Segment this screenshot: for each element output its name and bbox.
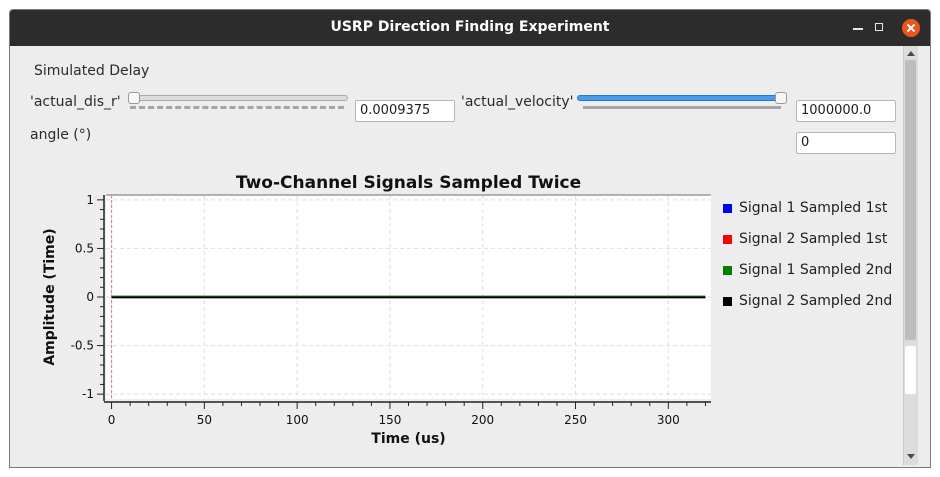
velocity-label: 'actual_velocity' <box>461 94 574 110</box>
velocity-slider[interactable] <box>577 92 791 120</box>
close-icon[interactable] <box>902 19 920 37</box>
dis-slider[interactable] <box>128 92 350 120</box>
y-axis-label: Amplitude (Time) <box>42 228 58 365</box>
velocity-slider-ticks <box>583 106 781 109</box>
app-window: USRP Direction Finding Experiment Simula… <box>9 9 931 468</box>
scrollbar-thumb[interactable] <box>905 60 916 340</box>
legend-swatch <box>723 204 732 213</box>
title-bar[interactable]: USRP Direction Finding Experiment <box>10 10 930 46</box>
angle-label: angle (°) <box>30 127 91 143</box>
section-label: Simulated Delay <box>34 63 149 79</box>
window-title: USRP Direction Finding Experiment <box>10 19 930 35</box>
y-tick-label: 0.5 <box>75 241 94 255</box>
velocity-slider-handle[interactable] <box>775 92 787 104</box>
minimize-icon[interactable] <box>848 18 868 38</box>
time-plot[interactable]: 0 50 100 150 200 250 300 1 0.5 0 -0.5 -1 Time (us) Am… <box>10 192 730 468</box>
maximize-icon[interactable] <box>870 18 890 38</box>
x-tick-label: 0 <box>108 413 116 427</box>
dis-value-input[interactable]: 0.0009375 <box>355 100 455 122</box>
x-tick-label: 300 <box>657 413 680 427</box>
legend-label: Signal 1 Sampled 1st <box>739 200 887 216</box>
x-axis-label: Time (us) <box>371 431 445 447</box>
dis-slider-ticks <box>130 106 344 112</box>
angle-value-input[interactable]: 0 <box>796 132 896 154</box>
main-content: Simulated Delay 'actual_dis_r' 0.0009375… <box>10 46 930 468</box>
x-tick-label: 150 <box>378 413 401 427</box>
legend-swatch <box>723 297 732 306</box>
y-tick-label: 1 <box>86 193 94 207</box>
x-tick-label: 250 <box>564 413 587 427</box>
legend-swatch <box>723 266 732 275</box>
dis-slider-handle[interactable] <box>128 92 140 104</box>
legend-swatch <box>723 235 732 244</box>
y-tick-label: -0.5 <box>71 339 94 353</box>
x-tick-label: 50 <box>197 413 212 427</box>
velocity-slider-fill <box>577 95 783 101</box>
legend-label: Signal 2 Sampled 1st <box>739 231 887 247</box>
legend-label: Signal 2 Sampled 2nd <box>739 293 892 309</box>
legend-label: Signal 1 Sampled 2nd <box>739 262 892 278</box>
x-tick-label: 200 <box>471 413 494 427</box>
scroll-up-icon[interactable] <box>907 51 915 56</box>
dis-label: 'actual_dis_r' <box>30 94 121 110</box>
velocity-value-input[interactable]: 1000000.0 <box>796 100 896 122</box>
dis-slider-groove <box>128 95 348 101</box>
scrollbar-track-lower[interactable] <box>905 346 916 394</box>
y-tick-label: 0 <box>86 290 94 304</box>
x-tick-label: 100 <box>286 413 309 427</box>
plot-title: Two-Channel Signals Sampled Twice <box>20 173 797 193</box>
y-tick-label: -1 <box>82 387 94 401</box>
scroll-down-icon[interactable] <box>907 454 915 459</box>
vertical-scrollbar[interactable] <box>903 46 918 465</box>
